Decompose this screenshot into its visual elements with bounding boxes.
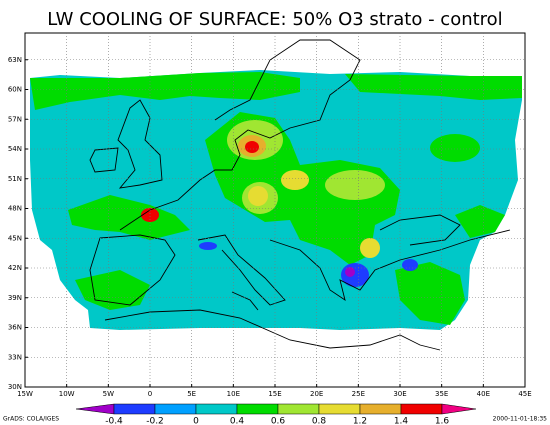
lat-label: 42N <box>8 264 22 272</box>
lat-label: 48N <box>8 205 22 213</box>
field-green <box>455 205 505 238</box>
colorbar-label: 0.8 <box>312 417 327 425</box>
lon-label: 15E <box>268 390 281 398</box>
field-green <box>430 134 480 162</box>
field-green <box>30 72 300 110</box>
lat-label: 60N <box>8 86 22 94</box>
lat-label: 39N <box>8 294 22 302</box>
lat-label: 54N <box>8 145 22 153</box>
colorbar-swatch <box>400 403 443 415</box>
field-green <box>345 74 522 100</box>
field-lightgreen <box>325 170 385 200</box>
field-purple <box>345 267 355 277</box>
lon-label: 45E <box>518 390 531 398</box>
colorbar-label: 0.6 <box>271 417 286 425</box>
footer-right: 2000-11-01-18:35 <box>493 416 548 423</box>
footer-left: GrADS: COLA/IGES <box>3 416 59 423</box>
lat-label: 51N <box>8 175 22 183</box>
lat-label: 30N <box>8 383 22 391</box>
lat-label: 36N <box>8 324 22 332</box>
colorbar-swatch <box>75 403 115 415</box>
field-green <box>68 195 190 240</box>
lon-label: 10E <box>227 390 240 398</box>
field-yellow <box>360 238 380 258</box>
colorbar-swatch <box>318 403 361 415</box>
colorbar-label: 1.4 <box>394 417 409 425</box>
lat-label: 45N <box>8 234 22 242</box>
colorbar-label: 0 <box>193 417 199 425</box>
lon-label: 35E <box>435 390 448 398</box>
lat-label: 63N <box>8 56 22 64</box>
colorbar-swatch <box>441 403 477 415</box>
field-green <box>75 270 150 310</box>
colorbar-swatch <box>359 403 402 415</box>
lat-label: 57N <box>8 115 22 123</box>
map-title: LW COOLING OF SURFACE: 50% O3 strato - c… <box>47 9 502 30</box>
colorbar-label: -0.2 <box>146 417 164 425</box>
field-blue <box>199 242 217 250</box>
field-blue <box>402 259 418 271</box>
lon-label: 5E <box>187 390 196 398</box>
colorbar: -0.4 -0.2 0 0.4 0.6 0.8 1.2 1.4 1.6 <box>75 403 477 425</box>
map-axes: 15W 10W 5W 0 5E 10E 15E 20E 25E 30E 35E 40E 45E 30N 33… <box>8 32 532 398</box>
field-yellow <box>281 170 309 190</box>
field-yellow <box>248 186 268 206</box>
colorbar-label: 0.4 <box>230 417 245 425</box>
colorbar-label: 1.2 <box>353 417 367 425</box>
lon-label: 40E <box>477 390 490 398</box>
lon-label: 0 <box>148 390 152 398</box>
lon-label: 25E <box>352 390 365 398</box>
colorbar-swatch <box>195 403 238 415</box>
field-red <box>245 141 259 153</box>
lon-label: 15W <box>17 390 33 398</box>
field-red <box>141 208 159 222</box>
lon-label: 5W <box>103 390 114 398</box>
lon-label: 10W <box>59 390 75 398</box>
field-green <box>395 262 465 325</box>
lon-label: 30E <box>393 390 406 398</box>
colorbar-swatch <box>236 403 279 415</box>
colorbar-swatch <box>277 403 320 415</box>
colorbar-swatch <box>154 403 197 415</box>
map-field <box>30 70 522 330</box>
lon-label: 20E <box>310 390 323 398</box>
colorbar-label: 1.6 <box>435 417 450 425</box>
colorbar-label: -0.4 <box>105 417 123 425</box>
colorbar-swatch <box>113 403 156 415</box>
lat-label: 33N <box>8 353 22 361</box>
